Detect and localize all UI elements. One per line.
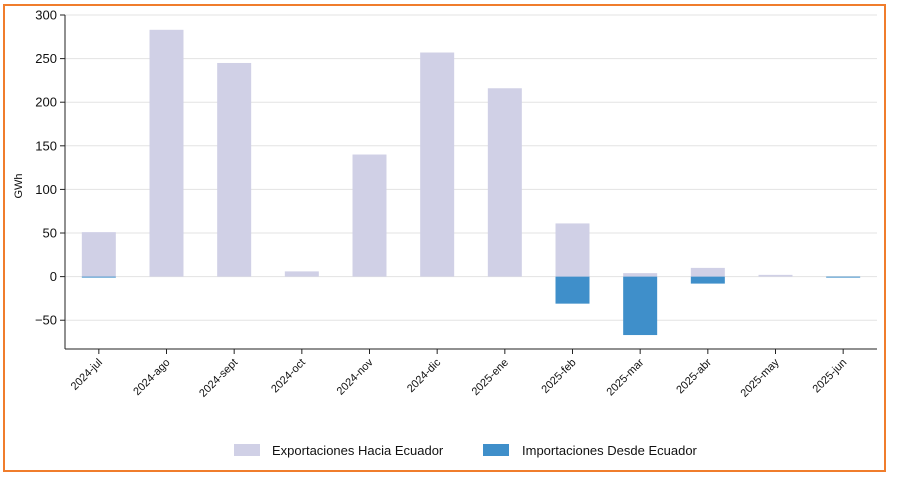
x-axis-ticks: 2024-jul 2024-ago 2024-sept 2024-oct 2024-no…	[69, 349, 849, 400]
x-tick-label: 2024-nov	[335, 356, 376, 397]
y-tick-label: 100	[35, 182, 57, 197]
bar-exportaciones-2025-abr	[690, 267, 725, 277]
bar-importaciones-2025-abr	[690, 276, 725, 284]
x-tick-label: 2025-feb	[539, 357, 578, 396]
bar-exportaciones-2024-oct	[284, 271, 319, 277]
y-tick-label: 50	[43, 226, 57, 241]
y-tick-label: 200	[35, 95, 57, 110]
legend-swatch-exportaciones	[234, 444, 260, 456]
x-tick-label: 2024-ago	[131, 357, 172, 398]
bar-exportaciones-2025-feb	[555, 223, 590, 277]
axes	[64, 15, 877, 350]
legend-swatch-importaciones	[483, 444, 509, 456]
y-tick-label: 300	[35, 8, 57, 23]
y-axis-ticks: −50 0 50 100 150 200 250 300	[35, 8, 65, 328]
y-tick-label: −50	[35, 313, 57, 328]
y-tick-label: 0	[50, 269, 57, 284]
bar-exportaciones-2025-mar	[623, 273, 658, 277]
x-tick-label: 2025-may	[739, 356, 782, 399]
x-tick-label: 2024-dic	[405, 356, 444, 395]
export-bars	[81, 29, 793, 277]
bar-exportaciones-2024-sept	[217, 62, 252, 277]
bar-importaciones-2025-jun	[826, 276, 861, 278]
y-tick-label: 150	[35, 138, 57, 153]
bar-importaciones-2025-mar	[623, 276, 658, 336]
legend-label-exportaciones: Exportaciones Hacia Ecuador	[272, 443, 444, 458]
bar-importaciones-2024-jul	[81, 276, 116, 278]
bar-exportaciones-2024-dic	[420, 52, 455, 277]
bar-importaciones-2025-feb	[555, 276, 590, 304]
x-tick-label: 2024-oct	[269, 357, 308, 396]
x-tick-label: 2025-ene	[470, 357, 511, 398]
bar-exportaciones-2025-ene	[487, 88, 522, 277]
y-axis-label: GWh	[13, 173, 25, 198]
legend-label-importaciones: Importaciones Desde Ecuador	[522, 443, 698, 458]
bar-exportaciones-2025-may	[758, 274, 793, 277]
gridlines	[65, 14, 877, 321]
legend: Exportaciones Hacia Ecuador Importacione…	[234, 443, 698, 458]
x-tick-label: 2025-abr	[674, 356, 714, 396]
x-tick-label: 2024-jul	[69, 357, 105, 393]
x-tick-label: 2024-sept	[197, 357, 240, 400]
bar-exportaciones-2024-ago	[149, 29, 184, 277]
import-bars	[81, 276, 861, 336]
x-tick-label: 2025-jun	[811, 357, 850, 396]
bar-exportaciones-2024-jul	[81, 232, 116, 277]
x-tick-label: 2025-mar	[605, 356, 647, 398]
bar-exportaciones-2024-nov	[352, 154, 387, 277]
y-tick-label: 250	[35, 51, 57, 66]
